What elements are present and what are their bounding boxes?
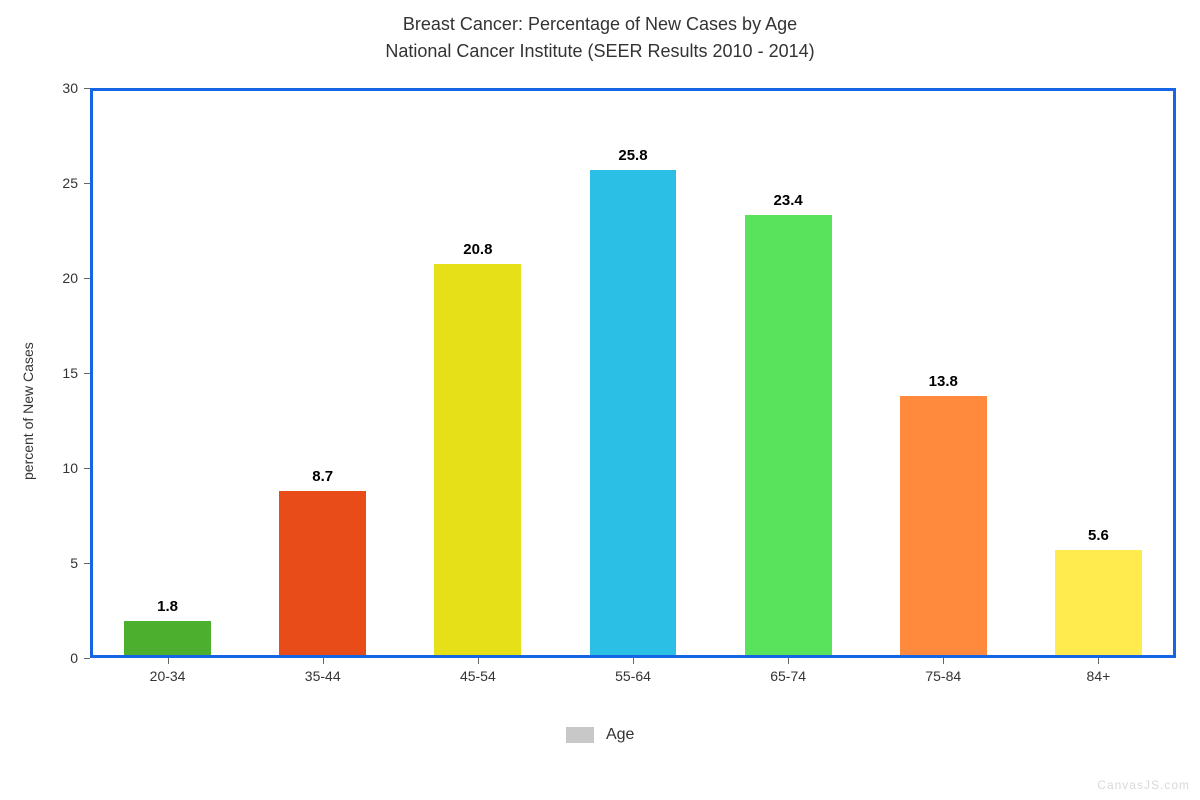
- y-tick-mark: [84, 658, 90, 659]
- legend-label: Age: [606, 726, 634, 744]
- bar-value-label: 5.6: [1055, 527, 1142, 544]
- bar-value-label: 13.8: [900, 373, 987, 390]
- x-tick-label: 20-34: [90, 668, 245, 684]
- bars-layer: 1.8 8.7 20.8 25.8 23.4 13.8 5.6: [90, 88, 1176, 658]
- y-tick-label: 25: [0, 175, 78, 191]
- bar[interactable]: 13.8: [900, 396, 987, 655]
- x-tick-mark: [478, 658, 479, 664]
- bar[interactable]: 23.4: [745, 215, 832, 655]
- chart-title-block: Breast Cancer: Percentage of New Cases b…: [0, 14, 1200, 62]
- legend: Age: [0, 726, 1200, 744]
- plot-area: 1.8 8.7 20.8 25.8 23.4 13.8 5.6: [90, 88, 1176, 658]
- x-tick-mark: [168, 658, 169, 664]
- x-tick-label: 84+: [1021, 668, 1176, 684]
- x-tick-mark: [633, 658, 634, 664]
- bar[interactable]: 1.8: [124, 621, 211, 655]
- y-tick-label: 0: [0, 650, 78, 666]
- x-tick-label: 65-74: [711, 668, 866, 684]
- x-tick-mark: [1098, 658, 1099, 664]
- x-tick-label: 45-54: [400, 668, 555, 684]
- x-tick-label: 55-64: [555, 668, 710, 684]
- legend-swatch: [566, 727, 594, 743]
- y-tick-label: 10: [0, 460, 78, 476]
- bar[interactable]: 25.8: [590, 170, 677, 655]
- x-tick-label: 75-84: [866, 668, 1021, 684]
- x-tick-label: 35-44: [245, 668, 400, 684]
- x-tick-mark: [943, 658, 944, 664]
- watermark: CanvasJS.com: [1097, 778, 1190, 792]
- bar[interactable]: 20.8: [434, 264, 521, 655]
- chart-title-line2: National Cancer Institute (SEER Results …: [0, 41, 1200, 62]
- bar-value-label: 8.7: [279, 468, 366, 485]
- bar-value-label: 1.8: [124, 598, 211, 615]
- bar[interactable]: 5.6: [1055, 550, 1142, 655]
- y-tick-label: 30: [0, 80, 78, 96]
- y-tick-label: 15: [0, 365, 78, 381]
- bar-value-label: 25.8: [590, 147, 677, 164]
- y-tick-label: 5: [0, 555, 78, 571]
- bar[interactable]: 8.7: [279, 491, 366, 655]
- chart-title-line1: Breast Cancer: Percentage of New Cases b…: [0, 14, 1200, 35]
- x-tick-mark: [323, 658, 324, 664]
- bar-value-label: 23.4: [745, 192, 832, 209]
- bar-value-label: 20.8: [434, 241, 521, 258]
- x-tick-mark: [788, 658, 789, 664]
- y-tick-label: 20: [0, 270, 78, 286]
- chart-container: Breast Cancer: Percentage of New Cases b…: [0, 0, 1200, 800]
